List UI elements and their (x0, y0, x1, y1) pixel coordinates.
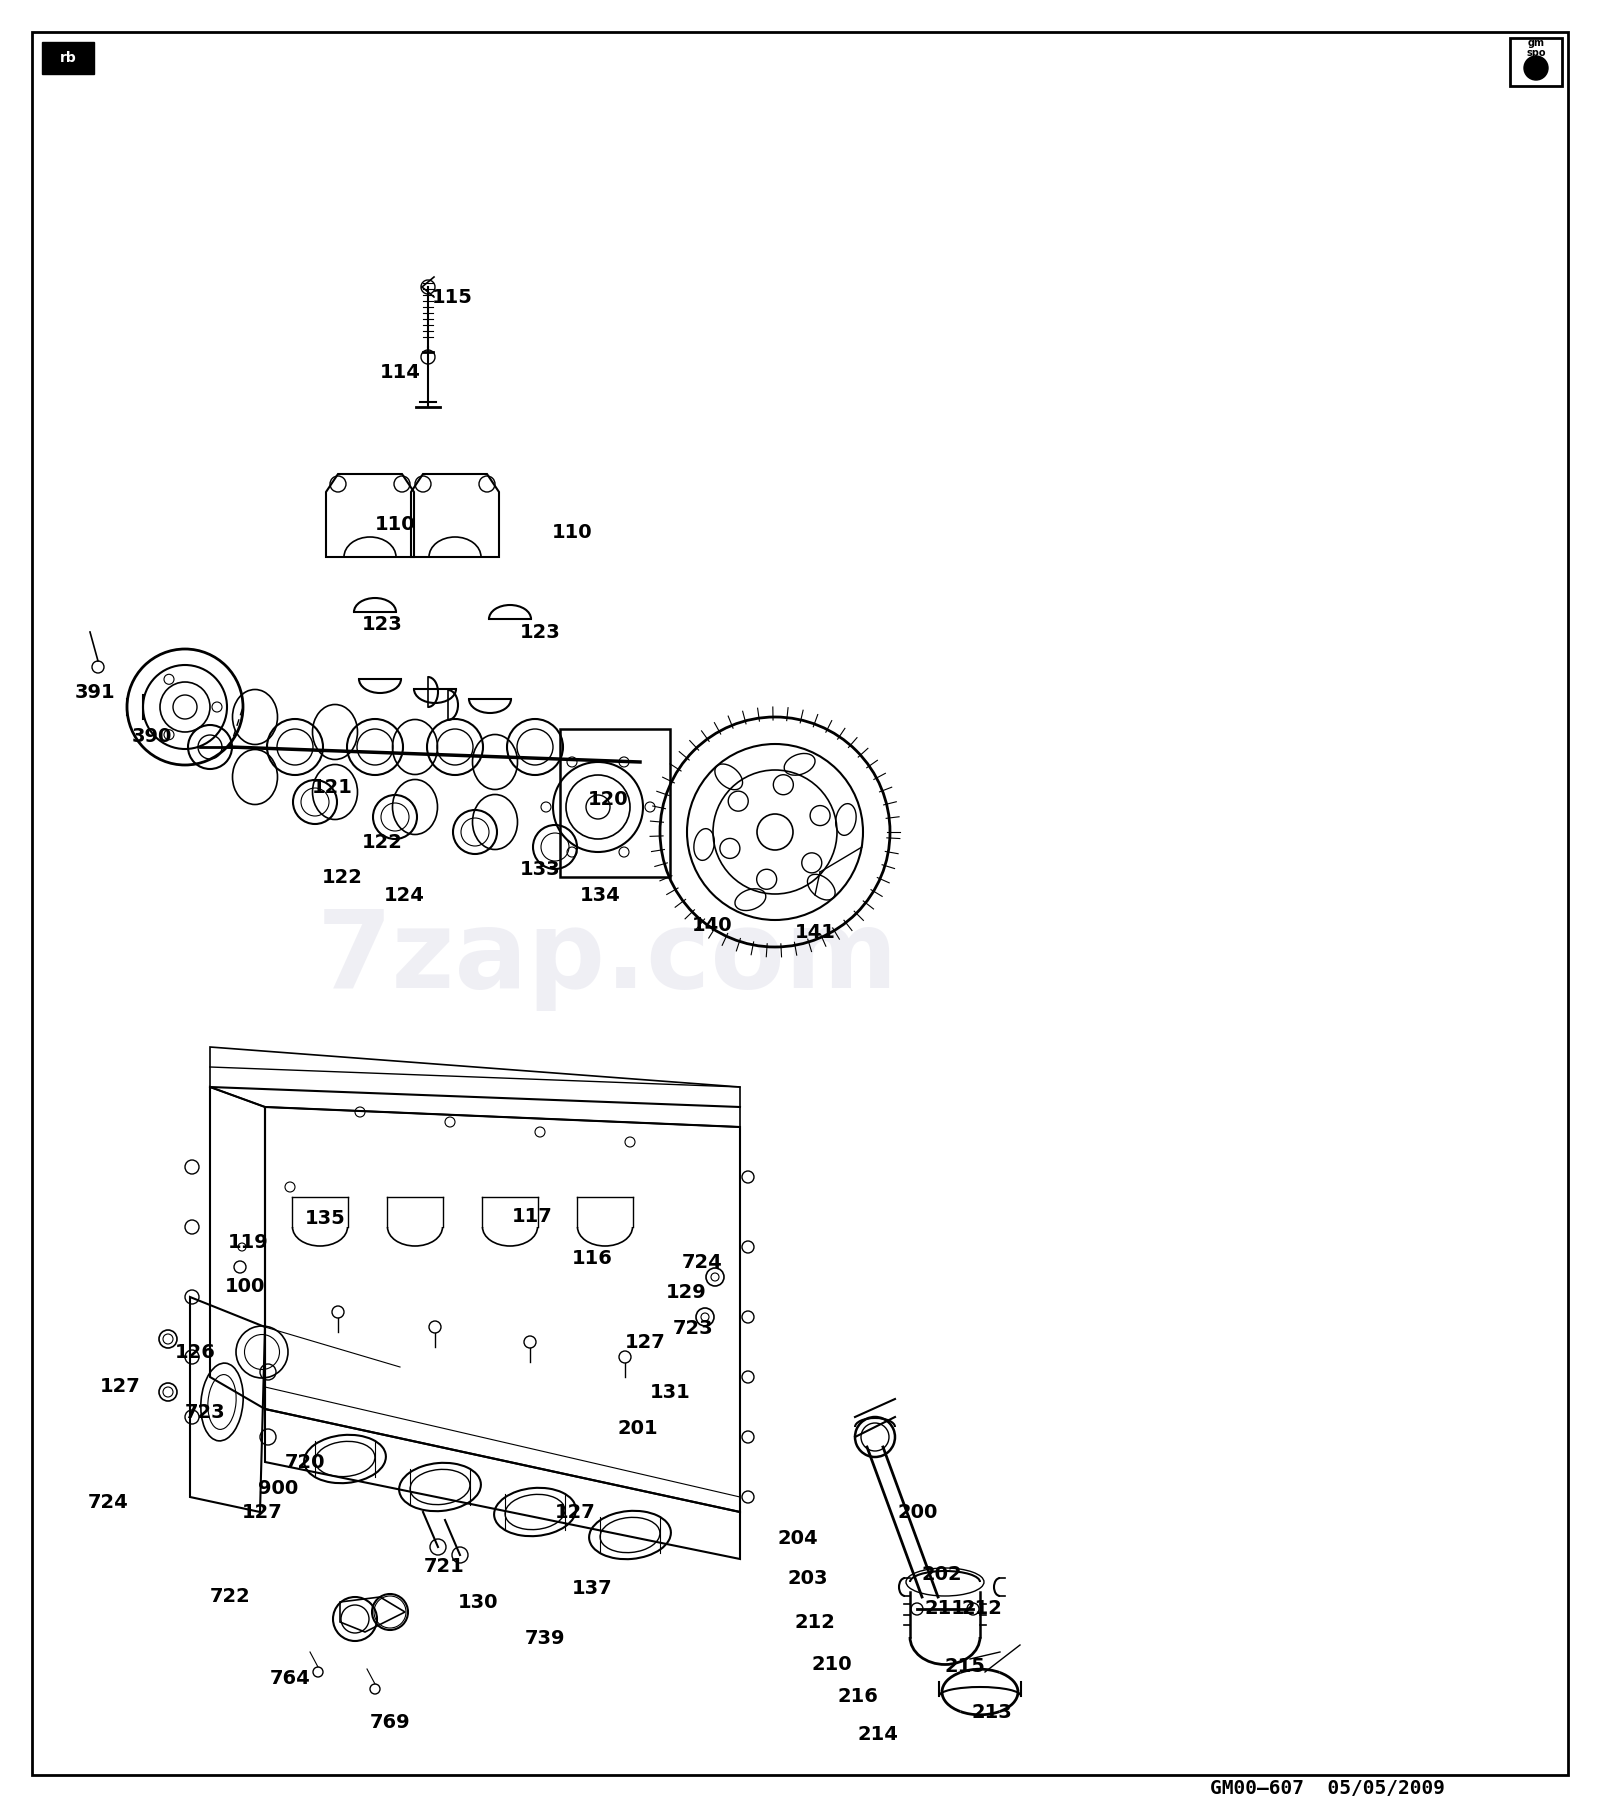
Text: 122: 122 (362, 833, 403, 851)
Text: 721: 721 (424, 1558, 464, 1576)
Text: GM00–607  05/05/2009: GM00–607 05/05/2009 (1210, 1780, 1445, 1798)
Text: 129: 129 (666, 1283, 706, 1301)
Text: 133: 133 (520, 860, 560, 878)
Text: 391: 391 (75, 683, 115, 701)
Text: 7zap.com: 7zap.com (317, 905, 899, 1010)
Text: 141: 141 (795, 923, 835, 941)
Text: 127: 127 (624, 1332, 666, 1352)
Text: 212: 212 (962, 1599, 1003, 1619)
Text: 211: 211 (925, 1599, 965, 1619)
Text: gm
spo: gm spo (1526, 38, 1546, 58)
Text: 213: 213 (971, 1702, 1013, 1722)
Text: 214: 214 (858, 1726, 899, 1744)
Circle shape (1523, 56, 1549, 80)
Text: 210: 210 (811, 1655, 853, 1675)
Text: 124: 124 (384, 885, 424, 905)
Text: 127: 127 (242, 1502, 282, 1521)
Text: 201: 201 (618, 1420, 658, 1438)
Text: 130: 130 (458, 1592, 498, 1612)
Text: 723: 723 (672, 1319, 714, 1339)
Text: 724: 724 (682, 1252, 722, 1272)
Text: 769: 769 (370, 1713, 410, 1731)
Text: 127: 127 (99, 1377, 141, 1397)
Text: 110: 110 (374, 515, 416, 535)
Text: 114: 114 (379, 363, 421, 381)
Text: 724: 724 (88, 1493, 128, 1511)
Text: 216: 216 (837, 1688, 878, 1706)
Text: 390: 390 (131, 728, 173, 746)
Text: 764: 764 (270, 1670, 310, 1688)
Text: 119: 119 (227, 1232, 269, 1252)
Text: 123: 123 (520, 622, 560, 641)
Bar (560, 728, 670, 876)
Text: 100: 100 (226, 1278, 266, 1296)
Text: 739: 739 (525, 1630, 565, 1648)
Text: 204: 204 (778, 1529, 818, 1549)
Text: 900: 900 (258, 1480, 298, 1498)
Text: 116: 116 (571, 1249, 613, 1269)
Text: 110: 110 (552, 522, 592, 542)
Bar (42, 42, 94, 74)
Text: 134: 134 (579, 885, 621, 905)
Text: 135: 135 (304, 1209, 346, 1229)
Text: 127: 127 (555, 1502, 595, 1521)
Bar (1510, 38, 1562, 87)
Text: 215: 215 (944, 1657, 986, 1677)
Text: 720: 720 (285, 1453, 325, 1471)
Text: 117: 117 (512, 1207, 552, 1227)
Text: 212: 212 (795, 1612, 835, 1632)
Text: 123: 123 (362, 616, 402, 634)
Text: 120: 120 (587, 790, 629, 808)
Text: 131: 131 (650, 1382, 690, 1402)
Text: 203: 203 (787, 1570, 829, 1588)
Text: rb: rb (59, 51, 77, 65)
Text: 202: 202 (922, 1565, 962, 1585)
Text: 122: 122 (322, 867, 363, 887)
Text: 126: 126 (174, 1343, 216, 1361)
Text: 121: 121 (312, 777, 352, 797)
Text: 140: 140 (691, 916, 733, 934)
Text: 722: 722 (210, 1588, 250, 1606)
Text: 723: 723 (184, 1402, 226, 1422)
Text: 115: 115 (432, 287, 472, 307)
Text: 137: 137 (571, 1579, 613, 1599)
Text: 200: 200 (898, 1502, 938, 1521)
